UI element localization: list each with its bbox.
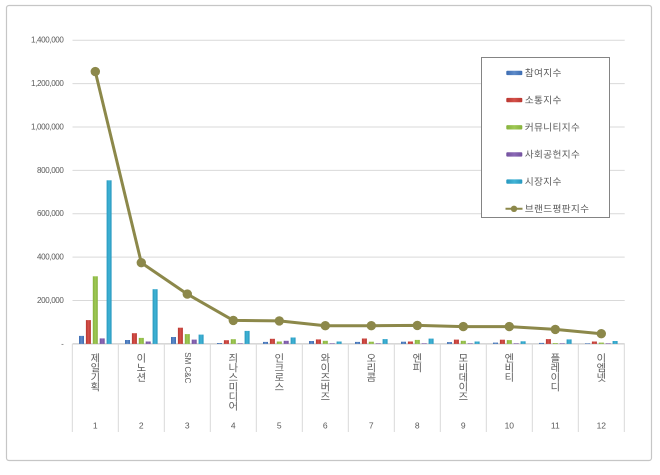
svg-text:200,000: 200,000 [37, 296, 64, 305]
svg-text:600,000: 600,000 [37, 209, 64, 218]
svg-text:12: 12 [597, 420, 607, 430]
svg-text:3: 3 [185, 420, 190, 430]
svg-text:9: 9 [461, 420, 466, 430]
svg-text:1,000,000: 1,000,000 [31, 122, 64, 131]
svg-text:1: 1 [93, 420, 98, 430]
svg-text:1,200,000: 1,200,000 [31, 79, 64, 88]
svg-text:800,000: 800,000 [37, 166, 64, 175]
svg-text:7: 7 [369, 420, 374, 430]
svg-text:10: 10 [505, 420, 515, 430]
svg-text:SM C&C: SM C&C [183, 352, 192, 383]
svg-text:2: 2 [139, 420, 144, 430]
svg-text:5: 5 [277, 420, 282, 430]
svg-text:-: - [61, 339, 64, 348]
svg-text:400,000: 400,000 [37, 253, 64, 262]
svg-text:4: 4 [231, 420, 236, 430]
svg-text:1,400,000: 1,400,000 [31, 36, 64, 45]
svg-text:11: 11 [551, 420, 560, 430]
svg-text:8: 8 [415, 420, 420, 430]
svg-text:6: 6 [323, 420, 328, 430]
